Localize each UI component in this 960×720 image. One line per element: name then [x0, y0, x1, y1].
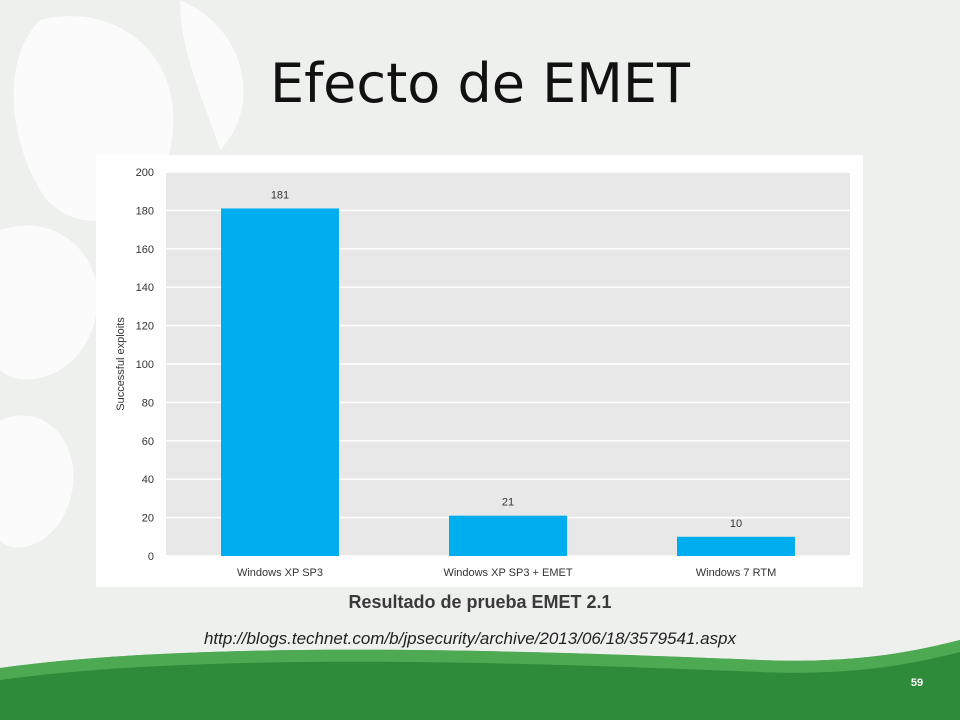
data-label: 21 [502, 497, 514, 509]
bar-chart: 0 20 40 60 80 100 120 140 160 180 200 181 Windows XP… [115, 167, 850, 579]
y-tick-label: 80 [142, 397, 154, 409]
chart-caption: Resultado de prueba EMET 2.1 [348, 592, 612, 612]
y-tick-label: 160 [136, 244, 154, 256]
y-tick-label: 120 [136, 321, 154, 333]
y-tick-label: 20 [142, 513, 154, 525]
x-tick-label: Windows 7 RTM [696, 567, 776, 579]
y-tick-label: 0 [148, 551, 154, 563]
bar [449, 515, 567, 556]
source-link[interactable]: http://blogs.technet.com/b/jpsecurity/ar… [203, 629, 737, 648]
chart-frame: 0 20 40 60 80 100 120 140 160 180 200 181 Windows XP… [96, 155, 863, 587]
y-tick-label: 180 [136, 205, 154, 217]
bar [221, 208, 339, 557]
y-tick-label: 60 [142, 436, 154, 448]
slide-number: 59 [910, 677, 924, 689]
y-tick-label: 140 [136, 282, 154, 294]
y-axis-label: Successful exploits [115, 317, 127, 411]
y-tick-label: 100 [136, 359, 154, 371]
x-tick-label: Windows XP SP3 [237, 567, 323, 579]
data-label: 181 [271, 189, 289, 201]
bar [677, 536, 795, 556]
slide-number-badge [901, 674, 933, 696]
y-tick-label: 40 [142, 474, 154, 486]
y-tick-label: 200 [136, 167, 154, 179]
data-label: 10 [730, 518, 742, 530]
slide-title: Efecto de EMET [270, 52, 690, 115]
x-tick-label: Windows XP SP3 + EMET [443, 567, 572, 579]
